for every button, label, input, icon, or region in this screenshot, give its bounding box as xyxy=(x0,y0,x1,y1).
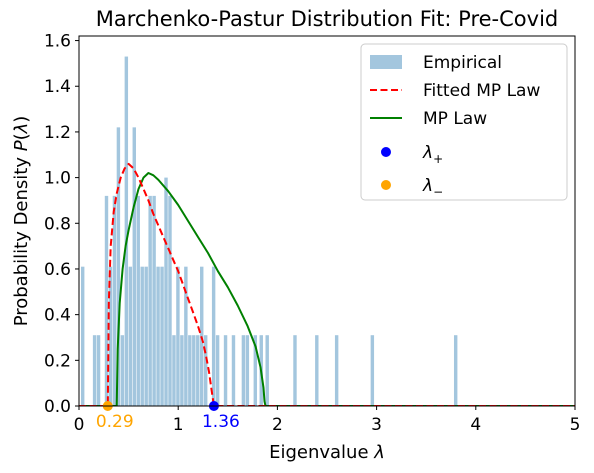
histogram-bar xyxy=(104,195,109,406)
histogram-bar xyxy=(176,266,180,406)
x-tick-label: 5 xyxy=(570,415,581,435)
y-tick-label: 1.4 xyxy=(44,77,71,97)
histogram-bar xyxy=(128,266,133,406)
curves-layer xyxy=(79,162,575,406)
histogram-bar xyxy=(241,335,246,406)
y-tick-label: 0.4 xyxy=(44,306,71,326)
histogram-bar xyxy=(196,335,200,406)
legend-label-lambda-plus: λ+ xyxy=(422,143,443,166)
legend-swatch-empirical xyxy=(370,55,402,69)
plot-frame xyxy=(78,35,576,407)
histogram-bar xyxy=(108,266,113,406)
histogram-bar xyxy=(180,335,184,406)
x-tick-label: 3 xyxy=(371,415,382,435)
legend-label-mp-law: MP Law xyxy=(423,109,487,129)
histogram-bar xyxy=(112,195,117,406)
histogram-bar xyxy=(231,335,236,406)
histogram-bar xyxy=(453,335,458,406)
lambda-minus-value-label: 0.29 xyxy=(96,412,134,432)
histogram-bar xyxy=(293,335,297,406)
legend-swatch-lambda-minus xyxy=(381,180,391,190)
legend: Empirical Fitted MP Law MP Law λ+ λ− xyxy=(360,43,568,201)
histogram-bar xyxy=(140,266,144,406)
chart-title: Marchenko-Pastur Distribution Fit: Pre-C… xyxy=(96,7,558,31)
histogram-bar xyxy=(265,335,269,406)
histogram-bar xyxy=(160,266,164,406)
histogram-bar xyxy=(148,195,152,406)
histogram-bar xyxy=(164,177,168,406)
y-tick-label: 1.0 xyxy=(44,169,71,189)
y-tick-label: 1.2 xyxy=(44,123,71,143)
histogram-bar xyxy=(172,335,176,406)
markers-layer: 1.36 0.29 xyxy=(96,401,240,432)
x-tick-label: 1 xyxy=(173,415,184,435)
histogram-bar xyxy=(120,335,125,406)
histogram-bar xyxy=(116,127,121,406)
x-tick-label: 0 xyxy=(74,415,85,435)
histogram-bar xyxy=(168,195,172,406)
x-tick-label: 2 xyxy=(272,415,283,435)
histogram-bar xyxy=(80,266,85,406)
histogram-bar xyxy=(188,335,192,406)
histogram-bar xyxy=(245,335,250,406)
histogram-bar xyxy=(192,335,196,406)
histogram-bar xyxy=(92,335,97,406)
legend-label-fitted-mp-law: Fitted MP Law xyxy=(423,81,540,101)
y-tick-label: 0.6 xyxy=(44,260,71,280)
y-tick-label: 0.8 xyxy=(44,214,71,234)
histogram-bars xyxy=(80,56,458,406)
y-axis: 0.0 0.2 0.4 0.6 0.8 1.0 1.2 1.4 1.6 xyxy=(44,32,79,417)
fitted-mp-law-line xyxy=(79,162,575,406)
x-tick-label: 4 xyxy=(470,415,481,435)
legend-box xyxy=(360,43,568,201)
histogram-bar xyxy=(156,266,160,406)
x-axis: 0 1 2 3 4 5 xyxy=(74,406,581,435)
histogram-bar xyxy=(132,127,136,406)
histogram-bar xyxy=(315,335,319,406)
histogram-bar xyxy=(211,266,216,406)
legend-label-lambda-minus: λ− xyxy=(422,176,443,199)
histogram-bar xyxy=(334,335,339,406)
y-tick-label: 1.6 xyxy=(44,32,71,52)
histogram-bar xyxy=(223,335,228,406)
histogram-bar xyxy=(124,56,129,406)
legend-label-empirical: Empirical xyxy=(423,53,502,73)
histogram-bar xyxy=(152,195,156,406)
histogram-bar xyxy=(253,335,258,406)
histogram-bar xyxy=(203,335,208,406)
y-tick-label: 0.2 xyxy=(44,351,71,371)
histogram-bar xyxy=(136,195,140,406)
mp-law-line xyxy=(79,172,575,406)
histogram-bar xyxy=(144,266,148,406)
histogram-bar xyxy=(370,335,375,406)
histogram-bar xyxy=(96,335,101,406)
y-tick-label: 0.0 xyxy=(44,397,71,417)
x-axis-label: Eigenvalue λ xyxy=(269,442,385,463)
legend-swatch-lambda-plus xyxy=(381,147,391,157)
y-axis-label: Probability Density P(λ) xyxy=(11,116,32,327)
lambda-plus-value-label: 1.36 xyxy=(202,412,240,432)
histogram-bar xyxy=(184,266,188,406)
histogram-bar xyxy=(215,335,220,406)
